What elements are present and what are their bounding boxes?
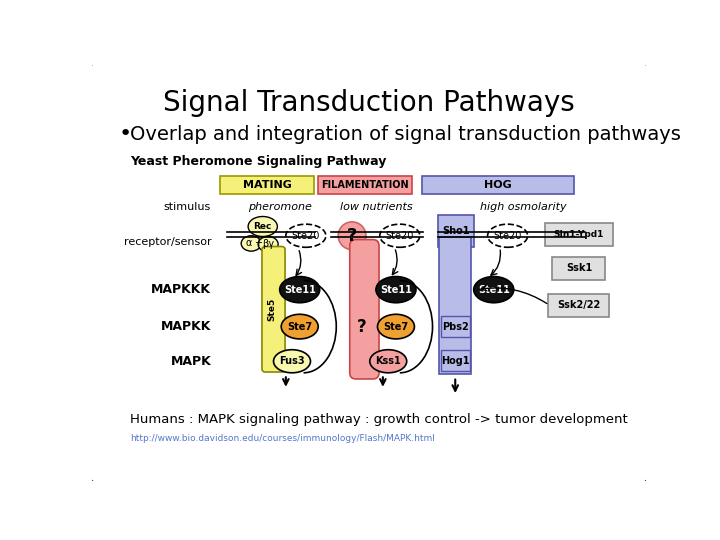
Ellipse shape	[279, 276, 320, 303]
Text: http://www.bio.davidson.edu/courses/immunology/Flash/MAPK.html: http://www.bio.davidson.edu/courses/immu…	[130, 434, 435, 443]
Text: MAPKK: MAPKK	[161, 320, 211, 333]
Ellipse shape	[274, 350, 310, 373]
Ellipse shape	[282, 314, 318, 339]
FancyBboxPatch shape	[318, 176, 412, 194]
Text: SIn1-Ypd1: SIn1-Ypd1	[553, 230, 603, 239]
FancyBboxPatch shape	[549, 294, 609, 316]
Text: Ssk1: Ssk1	[566, 263, 593, 273]
Text: Ste7: Ste7	[383, 322, 408, 332]
Text: Ste7: Ste7	[287, 322, 312, 332]
Ellipse shape	[338, 222, 366, 249]
Text: ?: ?	[347, 227, 357, 245]
Text: MAPKKK: MAPKKK	[151, 283, 211, 296]
Text: Yeast Pheromone Signaling Pathway: Yeast Pheromone Signaling Pathway	[130, 154, 387, 167]
Text: Pbs2: Pbs2	[442, 322, 469, 332]
Ellipse shape	[487, 224, 528, 247]
Text: Ste20: Ste20	[493, 231, 522, 241]
Text: Hog1: Hog1	[441, 356, 469, 366]
Ellipse shape	[379, 224, 420, 247]
FancyBboxPatch shape	[544, 224, 613, 246]
Text: high osmolarity: high osmolarity	[480, 202, 567, 212]
Text: low nutrients: low nutrients	[341, 202, 413, 212]
FancyBboxPatch shape	[89, 62, 649, 484]
Text: Overlap and integration of signal transduction pathways: Overlap and integration of signal transd…	[130, 125, 681, 144]
Text: Fus3: Fus3	[279, 356, 305, 366]
FancyBboxPatch shape	[441, 350, 470, 372]
Text: Ste20: Ste20	[386, 231, 414, 241]
Text: HOG: HOG	[484, 180, 511, 190]
FancyBboxPatch shape	[422, 176, 574, 194]
Text: βγ: βγ	[262, 239, 274, 249]
Text: Ste11: Ste11	[478, 285, 510, 295]
Text: MATING: MATING	[243, 180, 292, 190]
FancyBboxPatch shape	[438, 215, 474, 247]
Text: Ssk2/22: Ssk2/22	[557, 300, 600, 310]
FancyBboxPatch shape	[262, 247, 285, 372]
Ellipse shape	[377, 314, 415, 339]
Text: Ste11: Ste11	[284, 285, 315, 295]
Ellipse shape	[241, 236, 261, 251]
Text: Sho1: Sho1	[442, 226, 469, 236]
Text: +: +	[254, 239, 262, 248]
Text: pheromone: pheromone	[248, 202, 312, 212]
Ellipse shape	[474, 276, 514, 303]
Text: Ste11: Ste11	[380, 285, 412, 295]
Ellipse shape	[258, 237, 278, 252]
Text: Signal Transduction Pathways: Signal Transduction Pathways	[163, 89, 575, 117]
FancyBboxPatch shape	[441, 316, 470, 336]
Ellipse shape	[248, 217, 277, 237]
FancyBboxPatch shape	[220, 176, 315, 194]
Text: FILAMENTATION: FILAMENTATION	[321, 180, 409, 190]
Text: ?: ?	[356, 318, 366, 335]
Ellipse shape	[286, 224, 326, 247]
Text: Rec: Rec	[253, 222, 272, 231]
FancyBboxPatch shape	[552, 257, 606, 280]
Text: stimulus: stimulus	[164, 202, 211, 212]
Ellipse shape	[376, 276, 416, 303]
Ellipse shape	[370, 350, 407, 373]
FancyBboxPatch shape	[350, 240, 379, 379]
Text: Ste5: Ste5	[268, 297, 276, 321]
Text: Humans : MAPK signaling pathway : growth control -> tumor development: Humans : MAPK signaling pathway : growth…	[130, 413, 628, 426]
Text: •: •	[119, 124, 132, 144]
Text: Kss1: Kss1	[375, 356, 401, 366]
Text: receptor/sensor: receptor/sensor	[124, 237, 211, 247]
Text: α: α	[246, 239, 252, 248]
Text: MAPK: MAPK	[171, 355, 211, 368]
FancyBboxPatch shape	[439, 237, 472, 374]
Text: Ste20: Ste20	[292, 231, 320, 241]
